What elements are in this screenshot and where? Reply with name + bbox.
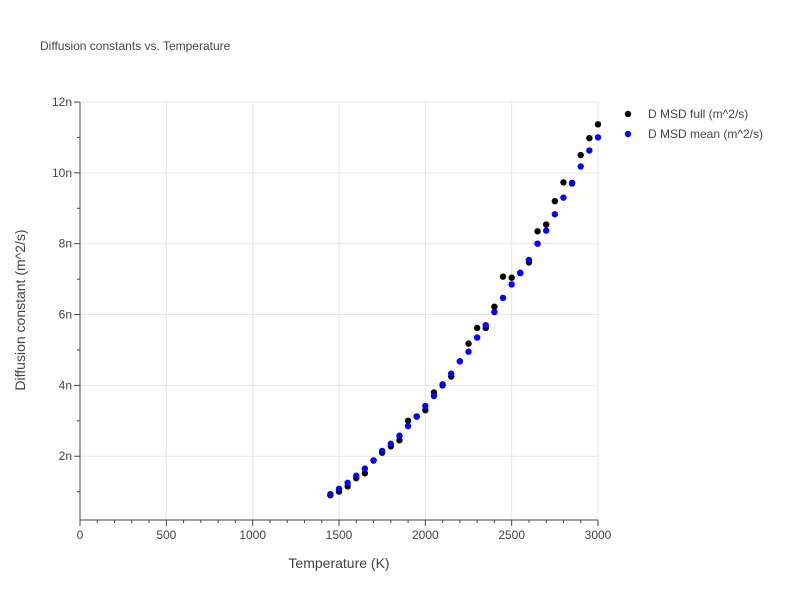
point-full — [594, 121, 602, 128]
x-axis-label: Temperature (K) — [288, 555, 389, 571]
grid-lines — [80, 101, 599, 520]
y-axis-label: Diffusion constant (m^2/s) — [12, 229, 28, 390]
point-mean — [335, 485, 343, 493]
point-mean — [499, 294, 507, 302]
point-full — [361, 470, 369, 477]
point-mean — [344, 479, 351, 487]
point-mean — [378, 447, 386, 455]
point-mean — [370, 457, 377, 464]
point-mean — [560, 194, 567, 201]
point-full — [534, 228, 541, 235]
x-tick-label: 0 — [77, 528, 84, 542]
point-mean — [568, 179, 576, 186]
point-mean — [594, 134, 602, 141]
point-mean — [387, 440, 394, 448]
point-mean — [491, 308, 498, 316]
x-tick-label: 2000 — [412, 528, 439, 542]
point-mean — [508, 281, 515, 288]
point-full — [499, 273, 507, 280]
point-full — [396, 437, 403, 444]
x-tick-label: 3000 — [585, 528, 612, 542]
point-mean — [534, 240, 541, 247]
legend-label: D MSD full (m^2/s) — [648, 107, 748, 121]
point-full — [577, 151, 584, 159]
point-mean — [551, 211, 559, 218]
chart-title: Diffusion constants vs. Temperature — [40, 39, 231, 53]
point-full — [508, 274, 515, 281]
point-mean — [353, 472, 360, 479]
axes: 0 500 1000 1500 2000 2500 3000 2n 4n 6n 8n 10n 12n — [52, 95, 612, 542]
point-mean — [473, 334, 481, 341]
x-tick-label: 500 — [156, 528, 176, 542]
point-full — [465, 340, 472, 347]
point-mean — [430, 392, 438, 400]
point-full — [560, 179, 567, 186]
y-tick-label: 8n — [59, 237, 72, 251]
point-mean — [525, 256, 533, 264]
legend-marker — [624, 110, 632, 118]
point-mean — [327, 490, 334, 498]
point-mean — [517, 269, 524, 276]
point-mean — [422, 402, 429, 410]
point-mean — [439, 381, 446, 388]
point-full — [543, 221, 550, 228]
y-tick-label: 4n — [59, 378, 72, 392]
point-full — [491, 303, 498, 310]
point-mean — [448, 370, 455, 377]
x-tick-label: 2500 — [498, 528, 525, 542]
point-full — [586, 134, 593, 142]
point-mean — [456, 358, 464, 365]
point-mean — [543, 227, 550, 234]
y-tick-label: 6n — [59, 308, 72, 322]
point-full — [551, 197, 559, 205]
x-tick-label: 1000 — [239, 528, 266, 542]
point-full — [404, 417, 412, 425]
legend[interactable]: D MSD full (m^2/s) D MSD mean (m^2/s) — [624, 107, 763, 141]
y-tick-label: 2n — [59, 449, 72, 463]
data-points — [327, 121, 602, 499]
legend-marker — [624, 130, 632, 138]
point-mean — [577, 163, 584, 170]
point-mean — [586, 147, 593, 154]
x-tick-label: 1500 — [326, 528, 353, 542]
point-full — [473, 324, 481, 332]
point-mean — [465, 348, 472, 355]
point-mean — [396, 432, 403, 439]
point-mean — [413, 413, 420, 420]
y-tick-label: 12n — [52, 95, 72, 109]
legend-label: D MSD mean (m^2/s) — [648, 127, 763, 141]
legend-item[interactable]: D MSD full (m^2/s) — [624, 107, 749, 121]
point-mean — [482, 321, 489, 329]
legend-item[interactable]: D MSD mean (m^2/s) — [624, 127, 763, 141]
y-tick-label: 10n — [52, 166, 72, 180]
point-mean — [361, 465, 369, 472]
point-mean — [404, 422, 412, 430]
